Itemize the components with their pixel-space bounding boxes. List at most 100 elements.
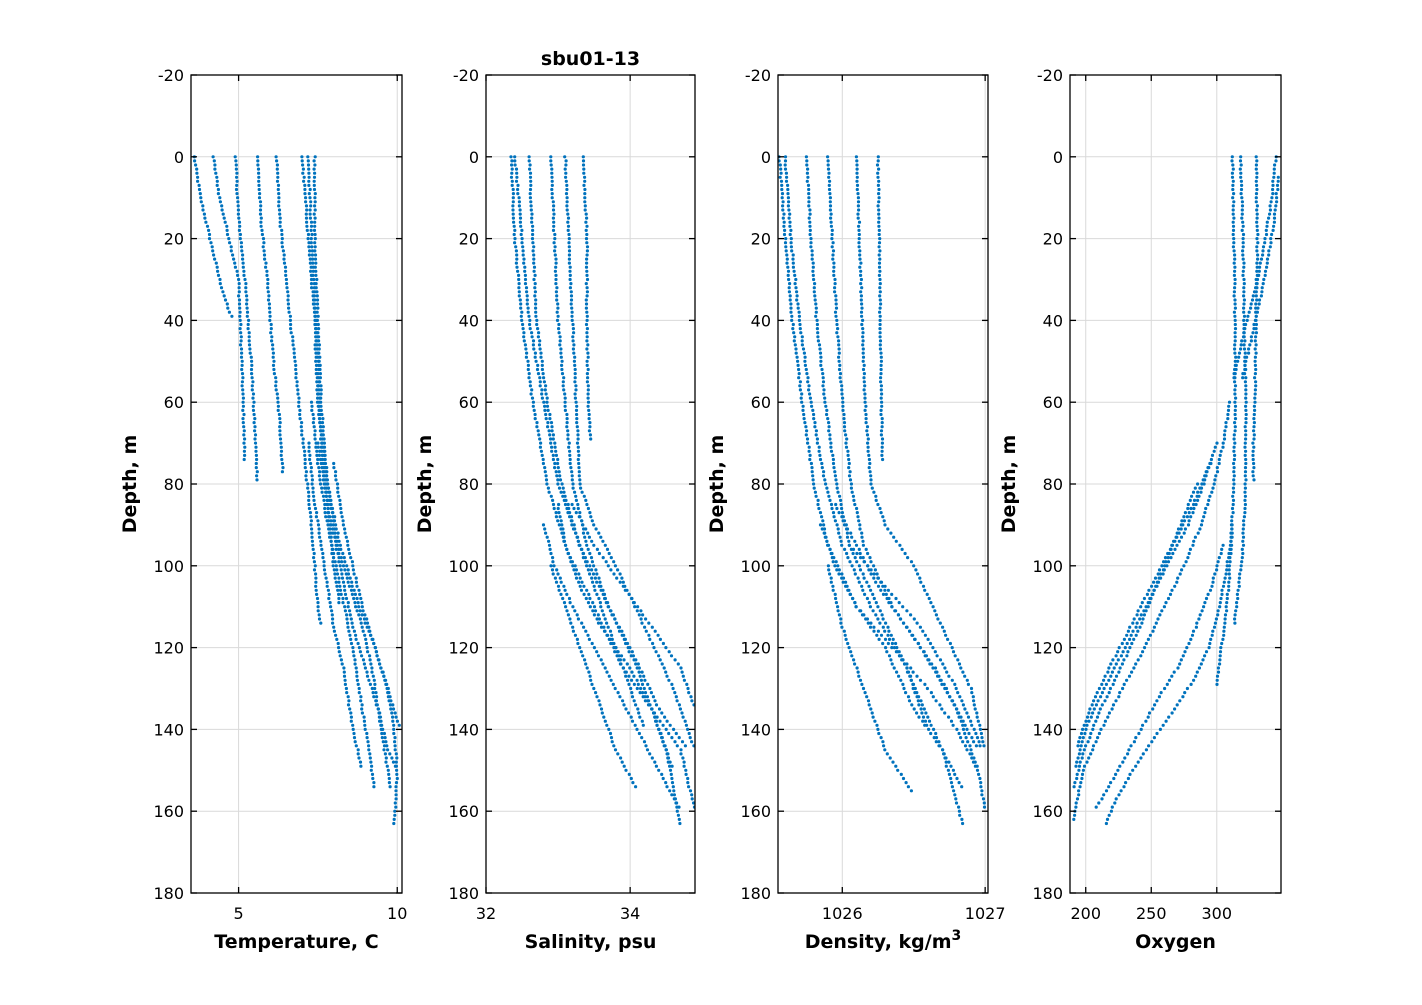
oxygen-point (1229, 535, 1233, 539)
oxygen-point (1240, 547, 1244, 552)
salinity-point (576, 617, 581, 621)
oxygen-point (1220, 641, 1224, 646)
temperature-point (241, 261, 245, 265)
temperature-point (237, 286, 241, 290)
density-point (923, 723, 927, 727)
oxygen-profile (1233, 155, 1248, 625)
salinity-point (516, 183, 520, 187)
salinity-point (535, 367, 540, 372)
oxygen-point (1148, 601, 1152, 605)
density-point (862, 388, 866, 392)
temperature-point (365, 731, 369, 736)
salinity-point (519, 306, 523, 310)
oxygen-point (1230, 506, 1235, 511)
oxygen-point (1104, 821, 1108, 826)
density-point (876, 159, 880, 163)
salinity-point (574, 384, 578, 388)
oxygen-point (1077, 764, 1082, 768)
temperature-point (280, 241, 284, 245)
salinity-point (538, 445, 543, 449)
density-point (877, 224, 881, 228)
oxygen-point (1255, 310, 1259, 314)
oxygen-point (1252, 461, 1256, 466)
temperature-point (345, 576, 349, 580)
density-point (917, 715, 921, 719)
density-point (970, 752, 974, 756)
oxygen-point (1128, 625, 1132, 629)
oxygen-point (1125, 678, 1129, 682)
oxygen-point (1095, 691, 1099, 695)
salinity-point (543, 466, 547, 470)
temperature-point (335, 482, 340, 486)
temperature-point (374, 691, 378, 695)
oxygen-point (1152, 580, 1156, 584)
density-point (838, 494, 842, 498)
oxygen-point (1136, 629, 1140, 633)
density-point (932, 736, 936, 740)
salinity-point (619, 756, 623, 760)
salinity-point (676, 813, 681, 817)
temperature-point (277, 192, 281, 196)
temperature-point (264, 261, 268, 265)
density-point (866, 445, 870, 449)
oxygen-point (1154, 621, 1158, 625)
salinity-point (569, 302, 573, 306)
oxygen-point (1234, 355, 1238, 359)
density-point (952, 703, 956, 707)
oxygen-point (1139, 756, 1143, 760)
density-point (919, 707, 923, 711)
oxygen-point (1253, 388, 1257, 392)
density-point (831, 584, 835, 588)
temperature-point (251, 396, 255, 400)
oxygen-point (1232, 290, 1236, 294)
temperature-point (225, 228, 229, 232)
oxygen-point (1239, 163, 1243, 167)
oxygen-point (1252, 327, 1256, 331)
salinity-point (571, 339, 575, 343)
temperature-point (311, 421, 315, 425)
oxygen-point (1078, 736, 1082, 740)
density-point (855, 163, 859, 167)
salinity-point (668, 789, 672, 793)
density-point (880, 437, 885, 441)
temperature-point (304, 470, 308, 474)
temperature-point (337, 580, 341, 584)
density-point (877, 245, 881, 249)
salinity-point (534, 302, 538, 306)
salinity-point (583, 208, 587, 212)
density-point (825, 486, 829, 490)
salinity-point (616, 691, 620, 695)
temperature-point (210, 245, 214, 249)
density-point (946, 637, 950, 642)
salinity-profile (556, 502, 674, 768)
salinity-point (643, 625, 647, 629)
salinity-point (590, 539, 594, 543)
temperature-point (308, 510, 312, 515)
temperature-point (306, 155, 310, 159)
temperature-point (313, 216, 317, 220)
density-point (866, 441, 870, 445)
oxygen-point (1079, 731, 1084, 736)
density-point (963, 744, 968, 748)
oxygen-point (1137, 731, 1141, 736)
oxygen-point (1178, 662, 1182, 666)
density-point (826, 543, 830, 547)
salinity-point (522, 257, 526, 261)
temperature-point (372, 695, 376, 699)
salinity-point (584, 306, 589, 310)
salinity-point (650, 625, 654, 629)
temperature-point (266, 290, 270, 294)
temperature-point (236, 196, 240, 200)
temperature-point (277, 204, 281, 208)
oxygen-point (1233, 421, 1237, 425)
oxygen-point (1214, 474, 1218, 478)
temperature-point (241, 408, 245, 412)
temperature-point (250, 363, 254, 367)
density-point (878, 294, 882, 298)
oxygen-point (1242, 519, 1246, 523)
density-point (800, 339, 804, 343)
density-point (848, 470, 852, 474)
salinity-point (557, 327, 561, 331)
density-point (863, 392, 867, 396)
salinity-point (550, 183, 554, 187)
